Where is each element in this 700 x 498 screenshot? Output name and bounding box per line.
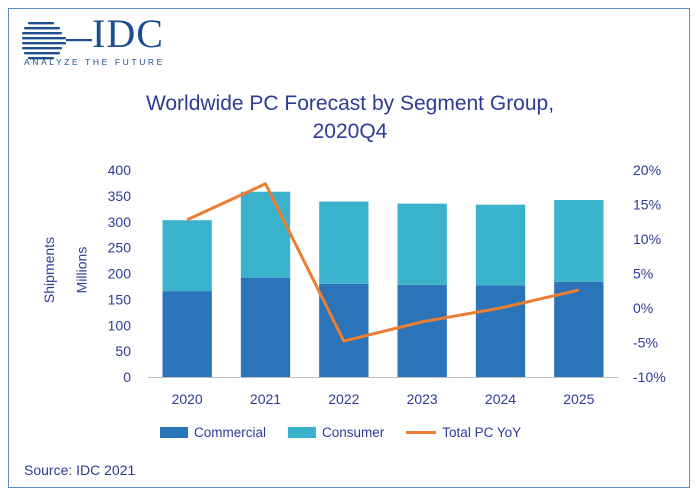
legend-swatch-consumer: [288, 427, 317, 438]
y2-tick-label: 5%: [633, 266, 653, 282]
y-tick-label: 400: [108, 162, 132, 178]
bar-consumer: [162, 220, 212, 292]
x-tick-label: 2023: [407, 391, 438, 407]
chart-title: Worldwide PC Forecast by Segment Group, …: [0, 90, 700, 146]
bar-consumer: [397, 203, 447, 285]
legend-item-yoy: Total PC YoY: [406, 425, 521, 440]
y2-tick-label: 10%: [633, 231, 661, 247]
idc-logo-icon: [22, 22, 92, 60]
legend-label-yoy: Total PC YoY: [442, 425, 522, 440]
y-tick-label: 50: [115, 343, 131, 359]
logo-wordmark: IDC: [92, 11, 164, 56]
bar-consumer: [319, 201, 369, 284]
legend-line-yoy: [406, 431, 437, 434]
bar-commercial: [475, 285, 526, 377]
y2-tick-label: -10%: [633, 369, 666, 385]
x-tick-label: 2022: [328, 391, 359, 407]
y-tick-label: 250: [108, 240, 132, 256]
chart-title-line1: Worldwide PC Forecast by Segment Group,: [145, 92, 555, 115]
y-tick-label: 150: [108, 291, 132, 307]
y-tick-label: 200: [108, 266, 132, 282]
y2-tick-label: 0%: [633, 300, 653, 316]
legend-swatch-commercial: [160, 427, 188, 438]
bar-commercial: [319, 283, 369, 377]
bar-consumer: [475, 204, 526, 286]
y-tick-label: 0: [123, 369, 131, 385]
y-tick-label: 300: [108, 214, 132, 230]
bar-consumer: [554, 200, 604, 282]
legend-label-consumer: Consumer: [322, 425, 385, 440]
legend: Commercial Consumer Total PC YoY: [160, 425, 543, 440]
x-tick-label: 2021: [250, 391, 281, 407]
bar-commercial: [162, 291, 212, 377]
legend-item-commercial: Commercial: [160, 425, 266, 440]
bar-commercial: [240, 277, 291, 377]
bar-consumer: [240, 191, 291, 278]
x-tick-label: 2020: [172, 391, 203, 407]
bar-commercial: [554, 281, 604, 377]
bar-commercial: [397, 284, 447, 377]
y2-tick-label: 15%: [633, 197, 661, 213]
chart-title-line2: 2020Q4: [312, 120, 388, 143]
y-tick-label: 350: [108, 188, 132, 204]
x-tick-label: 2024: [485, 391, 516, 407]
legend-label-commercial: Commercial: [194, 425, 267, 440]
line-total-pc-yoy: [186, 182, 580, 343]
logo-tagline: ANALYZE THE FUTURE: [24, 57, 165, 67]
x-tick-label: 2025: [563, 391, 594, 407]
source-note: Source: IDC 2021: [24, 462, 136, 478]
y2-tick-label: 20%: [633, 162, 661, 178]
y2-tick-label: -5%: [633, 335, 658, 351]
y-tick-label: 100: [108, 317, 132, 333]
legend-item-consumer: Consumer: [288, 425, 384, 440]
